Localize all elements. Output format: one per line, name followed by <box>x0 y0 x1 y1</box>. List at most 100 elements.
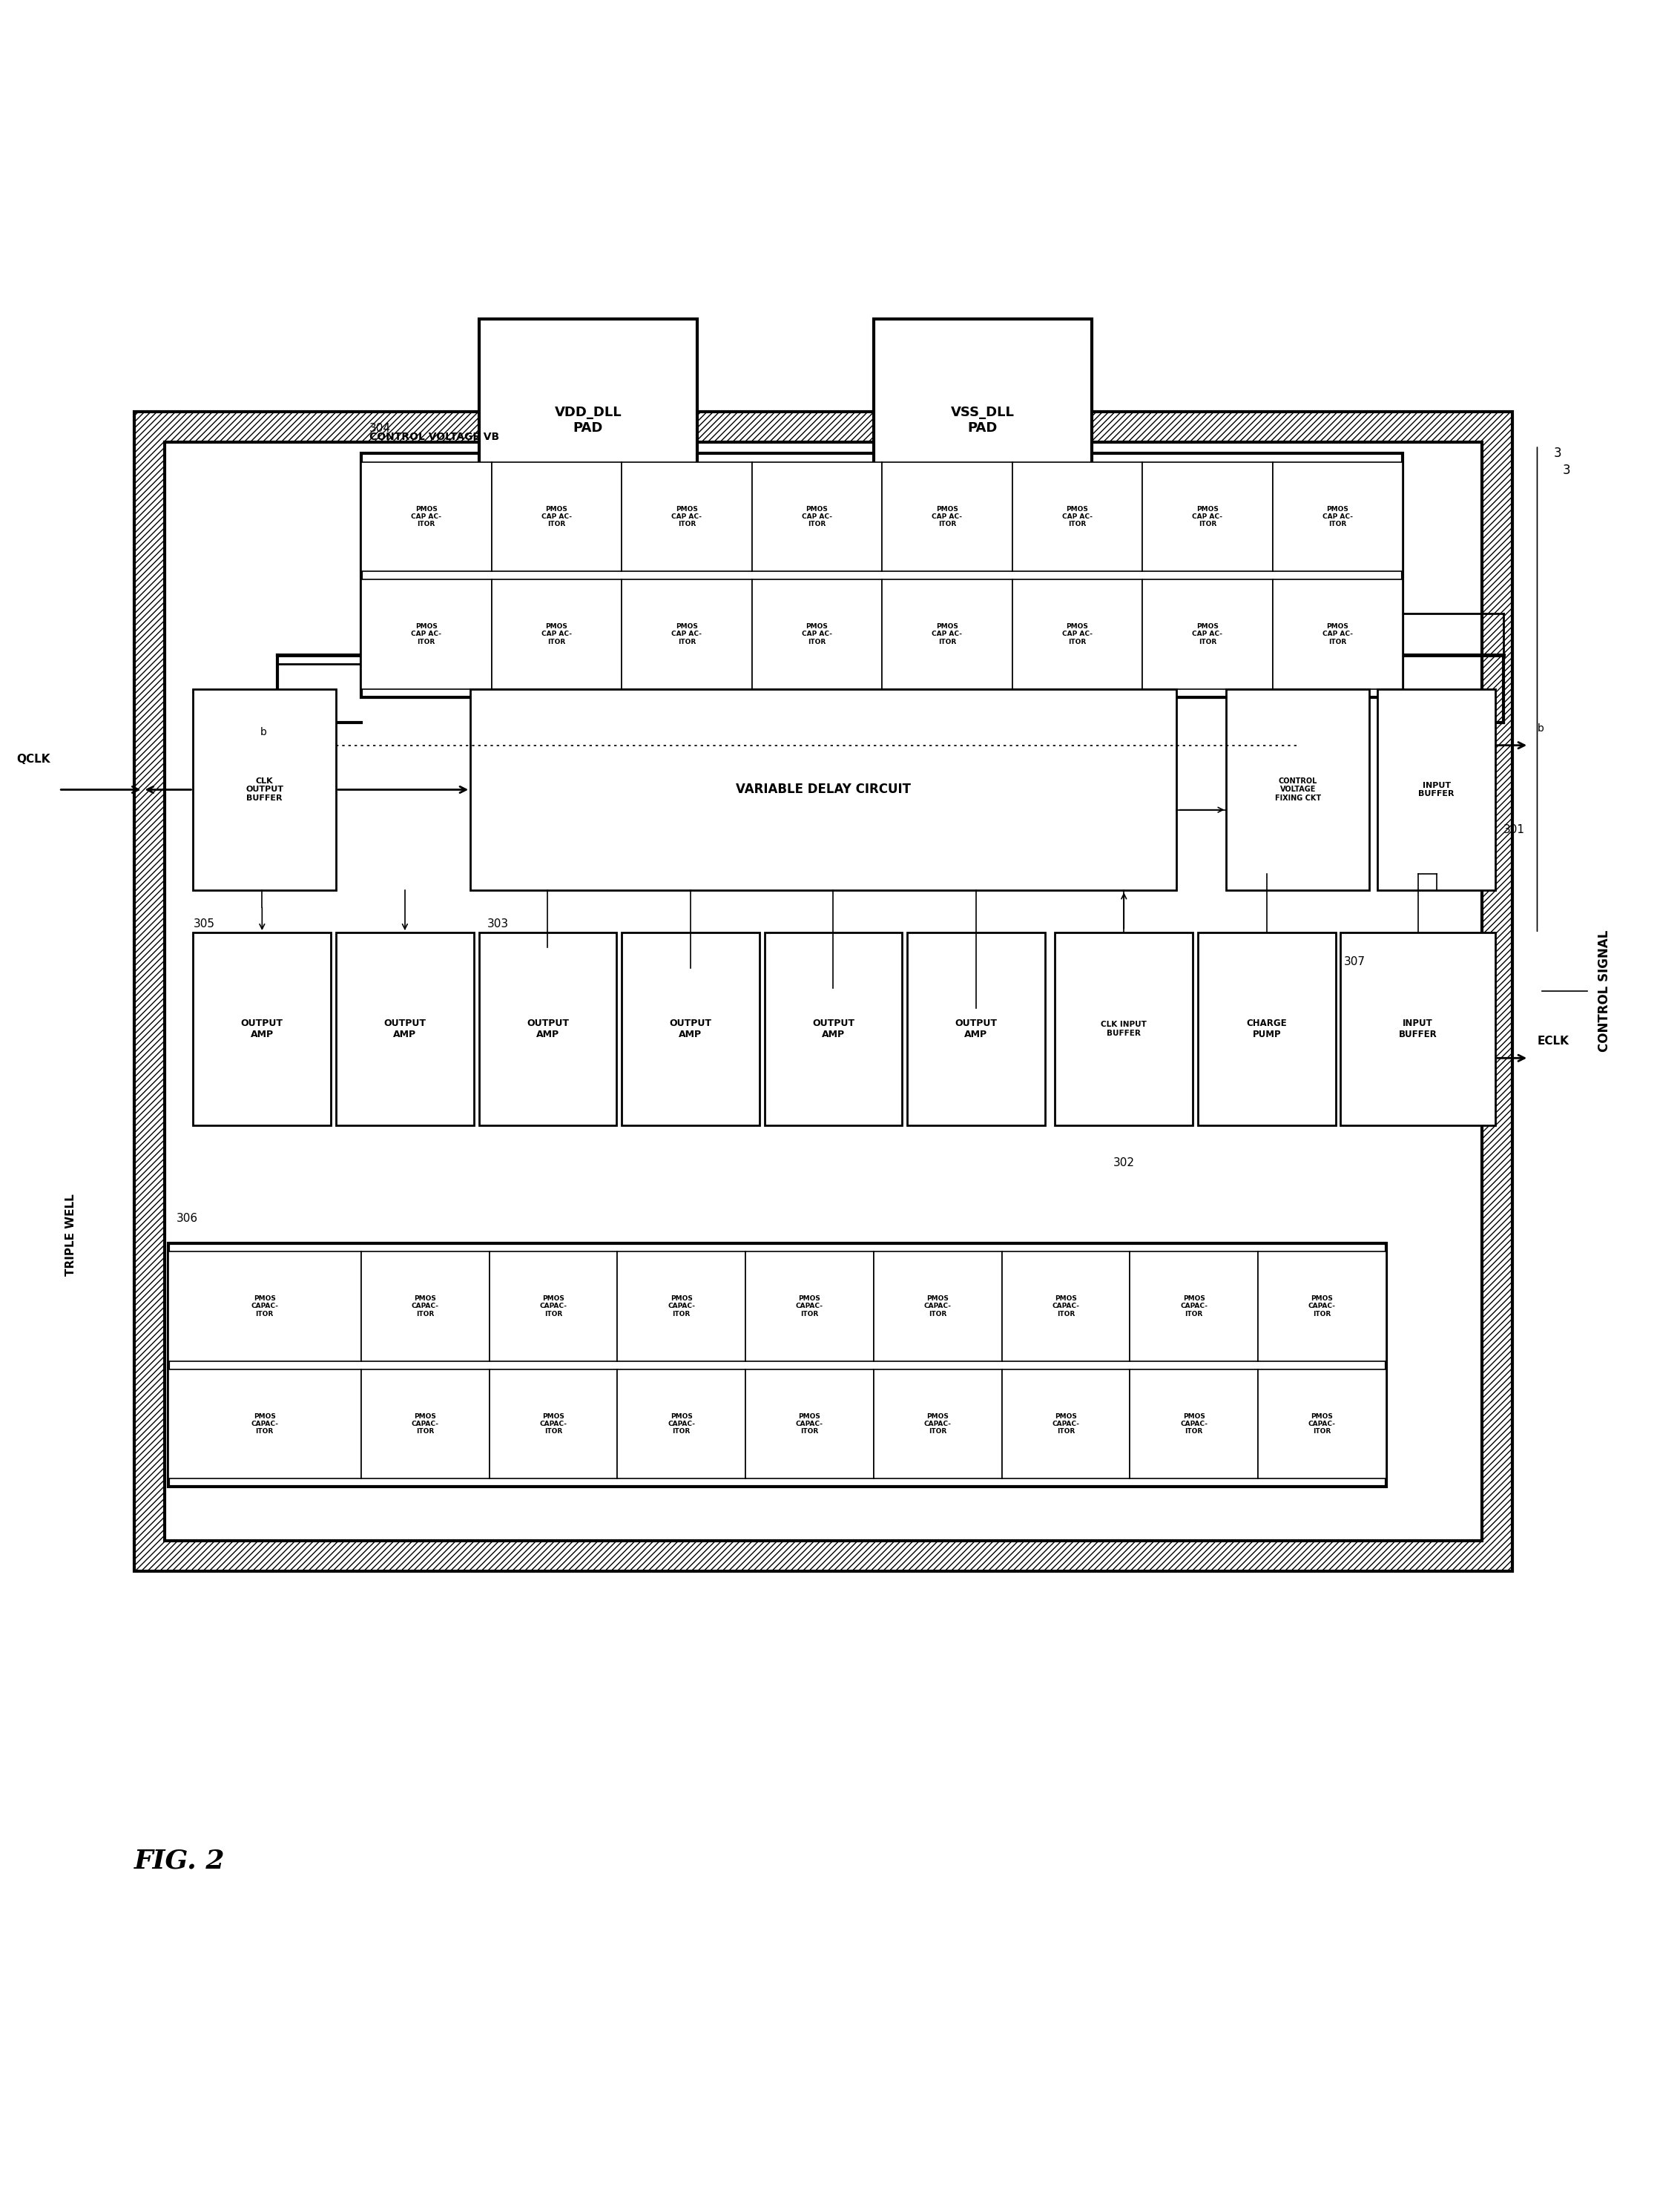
Bar <box>168 1252 361 1360</box>
Bar <box>134 412 1512 1572</box>
Text: VARIABLE DELAY CIRCUIT: VARIABLE DELAY CIRCUIT <box>736 784 911 797</box>
Text: CONTROL
VOLTAGE
FIXING CKT: CONTROL VOLTAGE FIXING CKT <box>1275 777 1320 801</box>
Text: PMOS
CAP AC-
ITOR: PMOS CAP AC- ITOR <box>932 506 963 528</box>
Bar <box>622 462 753 572</box>
Bar <box>1198 933 1336 1125</box>
Bar <box>1341 933 1495 1125</box>
Bar <box>1055 933 1193 1125</box>
Text: CLK
OUTPUT
BUFFER: CLK OUTPUT BUFFER <box>245 777 284 801</box>
Text: PMOS
CAP AC-
ITOR: PMOS CAP AC- ITOR <box>1193 506 1223 528</box>
Text: 306: 306 <box>176 1213 198 1224</box>
Text: OUTPUT
AMP: OUTPUT AMP <box>526 1019 570 1039</box>
Text: PMOS
CAPAC-
ITOR: PMOS CAPAC- ITOR <box>1179 1413 1208 1435</box>
Text: FIG. 2: FIG. 2 <box>134 1849 225 1873</box>
Text: PMOS
CAPAC-
ITOR: PMOS CAPAC- ITOR <box>539 1294 568 1318</box>
Text: PMOS
CAP AC-
ITOR: PMOS CAP AC- ITOR <box>541 623 571 645</box>
Text: 304: 304 <box>370 423 391 434</box>
Bar <box>907 933 1045 1125</box>
Text: 3: 3 <box>1554 447 1562 460</box>
Bar <box>1011 579 1142 689</box>
Text: PMOS
CAP AC-
ITOR: PMOS CAP AC- ITOR <box>801 623 832 645</box>
Text: 305: 305 <box>193 918 215 929</box>
Bar <box>361 1252 489 1360</box>
Text: PMOS
CAP AC-
ITOR: PMOS CAP AC- ITOR <box>672 506 702 528</box>
Bar <box>168 1369 361 1479</box>
Bar <box>618 1252 746 1360</box>
Bar <box>489 1369 618 1479</box>
Bar <box>1273 579 1403 689</box>
Text: OUTPUT
AMP: OUTPUT AMP <box>383 1019 427 1039</box>
Text: PMOS
CAPAC-
ITOR: PMOS CAPAC- ITOR <box>539 1413 568 1435</box>
Bar <box>1142 579 1272 689</box>
Bar <box>491 462 622 572</box>
Text: OUTPUT
AMP: OUTPUT AMP <box>811 1019 855 1039</box>
Text: PMOS
CAPAC-
ITOR: PMOS CAPAC- ITOR <box>796 1413 823 1435</box>
Text: 3: 3 <box>1562 464 1571 478</box>
Text: PMOS
CAPAC-
ITOR: PMOS CAPAC- ITOR <box>1052 1294 1080 1318</box>
Bar <box>479 319 697 522</box>
Bar <box>491 579 622 689</box>
Text: PMOS
CAPAC-
ITOR: PMOS CAPAC- ITOR <box>412 1294 438 1318</box>
Text: PMOS
CAPAC-
ITOR: PMOS CAPAC- ITOR <box>1052 1413 1080 1435</box>
Bar <box>753 579 882 689</box>
Text: OUTPUT
AMP: OUTPUT AMP <box>669 1019 712 1039</box>
Text: INPUT
BUFFER: INPUT BUFFER <box>1399 1019 1436 1039</box>
Bar <box>1142 462 1272 572</box>
Bar <box>874 1369 1001 1479</box>
Bar <box>1011 462 1142 572</box>
Bar <box>470 689 1176 891</box>
Bar <box>479 933 617 1125</box>
Text: b: b <box>1537 724 1544 733</box>
Bar <box>361 579 491 689</box>
Bar <box>165 442 1482 1541</box>
Text: PMOS
CAPAC-
ITOR: PMOS CAPAC- ITOR <box>924 1413 951 1435</box>
Text: PMOS
CAPAC-
ITOR: PMOS CAPAC- ITOR <box>1309 1413 1336 1435</box>
Bar <box>746 1252 874 1360</box>
Bar <box>882 462 1011 572</box>
Bar <box>1001 1369 1129 1479</box>
Text: 303: 303 <box>487 918 509 929</box>
Bar <box>361 462 491 572</box>
Text: CONTROL VOLTAGE VB: CONTROL VOLTAGE VB <box>370 431 499 442</box>
Text: PMOS
CAPAC-
ITOR: PMOS CAPAC- ITOR <box>250 1413 279 1435</box>
Bar <box>193 933 331 1125</box>
Text: OUTPUT
AMP: OUTPUT AMP <box>954 1019 998 1039</box>
Bar <box>1258 1252 1386 1360</box>
Bar <box>764 933 902 1125</box>
Bar <box>168 1244 1386 1488</box>
Bar <box>1001 1252 1129 1360</box>
Text: PMOS
CAP AC-
ITOR: PMOS CAP AC- ITOR <box>932 623 963 645</box>
Bar <box>489 1252 618 1360</box>
Bar <box>165 442 1482 1541</box>
Bar <box>874 1252 1001 1360</box>
Text: PMOS
CAPAC-
ITOR: PMOS CAPAC- ITOR <box>412 1413 438 1435</box>
Bar <box>622 579 753 689</box>
Bar <box>1131 1252 1258 1360</box>
Bar <box>753 462 882 572</box>
Bar <box>1226 689 1369 891</box>
Bar <box>622 933 759 1125</box>
Text: INPUT
BUFFER: INPUT BUFFER <box>1418 781 1455 797</box>
Text: 302: 302 <box>1114 1158 1134 1169</box>
Bar <box>361 453 1403 698</box>
Text: PMOS
CAPAC-
ITOR: PMOS CAPAC- ITOR <box>796 1294 823 1318</box>
Text: CONTROL SIGNAL: CONTROL SIGNAL <box>1598 931 1611 1052</box>
Bar <box>1131 1369 1258 1479</box>
Text: VDD_DLL
PAD: VDD_DLL PAD <box>554 405 622 434</box>
Text: PMOS
CAP AC-
ITOR: PMOS CAP AC- ITOR <box>801 506 832 528</box>
Text: OUTPUT
AMP: OUTPUT AMP <box>240 1019 284 1039</box>
Text: PMOS
CAPAC-
ITOR: PMOS CAPAC- ITOR <box>924 1294 951 1318</box>
Bar <box>882 579 1011 689</box>
Bar <box>336 933 474 1125</box>
Text: PMOS
CAP AC-
ITOR: PMOS CAP AC- ITOR <box>412 506 442 528</box>
Text: PMOS
CAPAC-
ITOR: PMOS CAPAC- ITOR <box>667 1294 696 1318</box>
Bar <box>1378 689 1495 891</box>
Bar <box>746 1369 874 1479</box>
Text: PMOS
CAPAC-
ITOR: PMOS CAPAC- ITOR <box>1179 1294 1208 1318</box>
Text: VSS_DLL
PAD: VSS_DLL PAD <box>951 405 1015 434</box>
Text: QCLK: QCLK <box>17 755 50 766</box>
Text: PMOS
CAPAC-
ITOR: PMOS CAPAC- ITOR <box>667 1413 696 1435</box>
Text: PMOS
CAP AC-
ITOR: PMOS CAP AC- ITOR <box>1193 623 1223 645</box>
Bar <box>1273 462 1403 572</box>
Bar <box>193 689 336 891</box>
